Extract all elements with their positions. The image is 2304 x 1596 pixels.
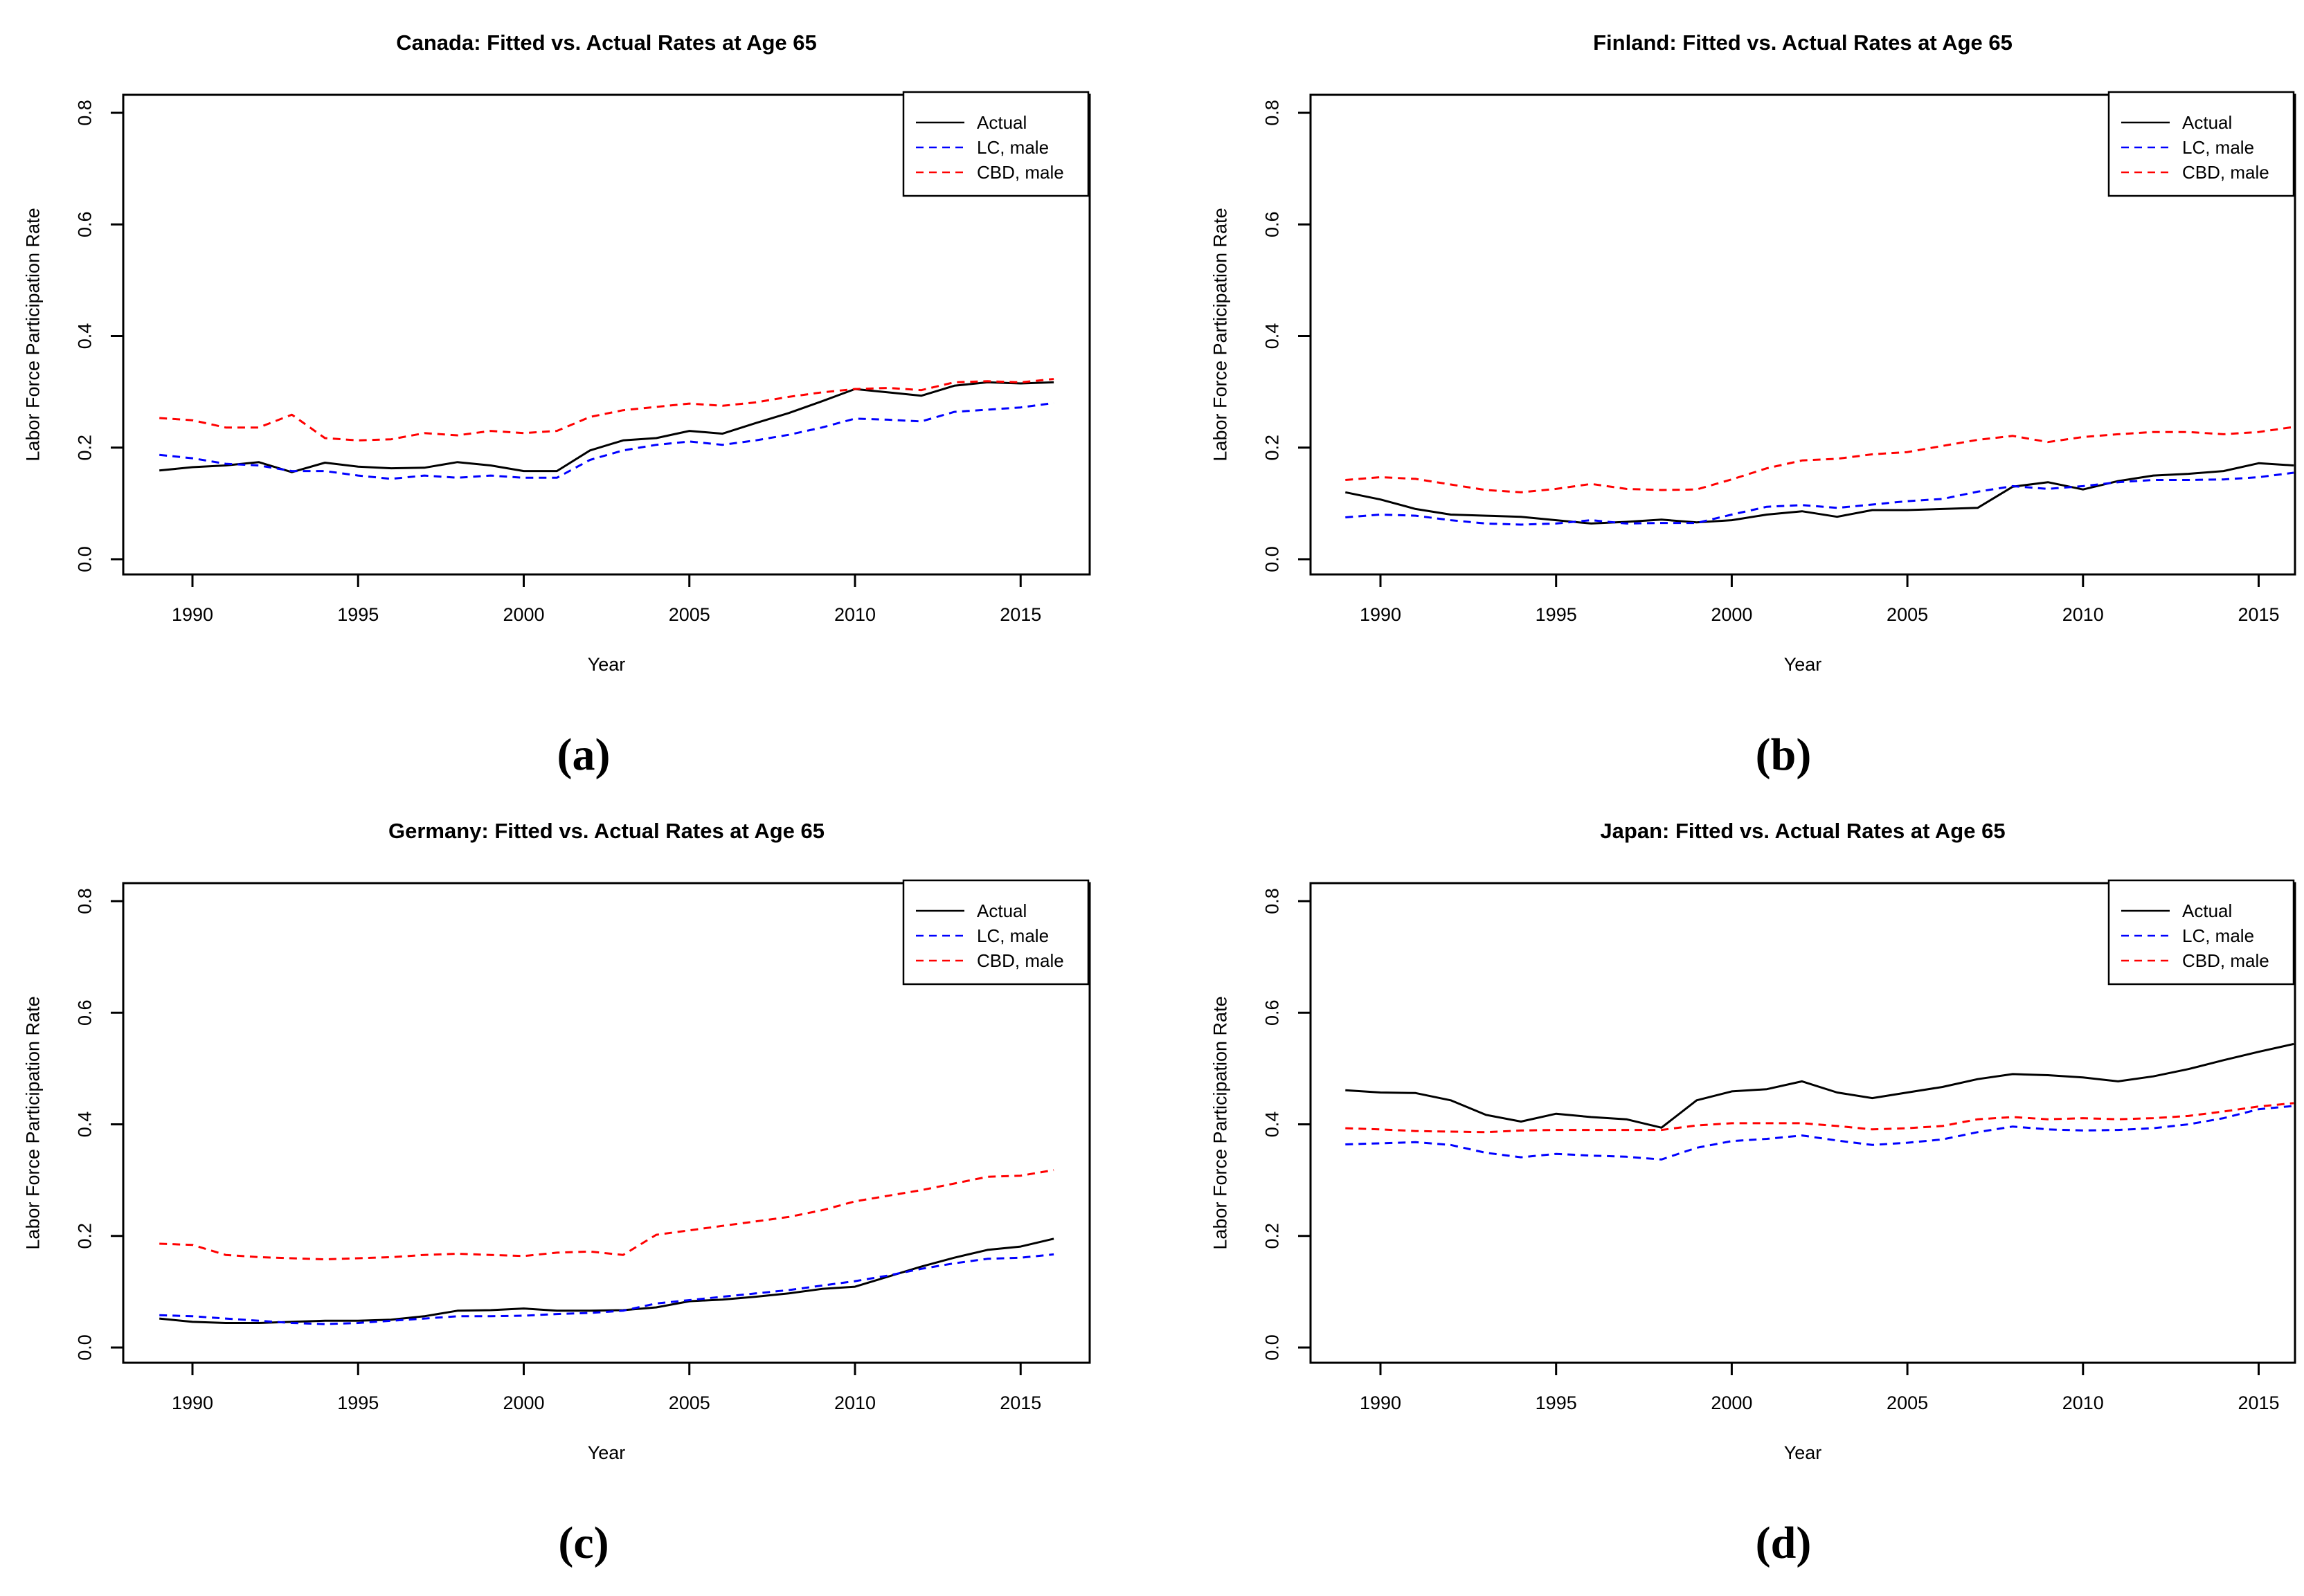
- japan-yaxis-title: Labor Force Participation Rate: [1209, 996, 1230, 1249]
- germany-yaxis-title: Labor Force Participation Rate: [22, 996, 43, 1249]
- finland-ytick-label: 0.4: [1261, 323, 1282, 350]
- canada-lc-male-line: [159, 401, 1054, 480]
- finland-ytick-label: 0.8: [1261, 100, 1282, 126]
- finland-ytick-label: 0.2: [1261, 435, 1282, 461]
- germany-actual-line: [159, 1237, 1054, 1324]
- japan-legend-label-lc: LC, male: [2182, 925, 2254, 946]
- canada-xtick-label: 2015: [1000, 604, 1041, 625]
- japan-ytick-label: 0.0: [1261, 1334, 1282, 1361]
- germany-lc-male-line: [159, 1253, 1054, 1325]
- panel-finland: Finland: Fitted vs. Actual Rates at Age …: [1209, 30, 2296, 780]
- germany-legend-box: [902, 879, 1090, 986]
- canada-legend-box: [902, 91, 1090, 197]
- finland-plot-box: [1309, 93, 2296, 576]
- canada-title: Canada: Fitted vs. Actual Rates at Age 6…: [396, 30, 817, 55]
- germany-cbd-male-line: [159, 1169, 1054, 1261]
- canada-ytick-label: 0.0: [74, 546, 95, 572]
- canada-yaxis-title: Labor Force Participation Rate: [22, 208, 43, 461]
- canada-legend-label-lc: LC, male: [977, 137, 1049, 158]
- germany-xtick-label: 1990: [172, 1393, 213, 1413]
- germany-title: Germany: Fitted vs. Actual Rates at Age …: [388, 819, 825, 843]
- japan-actual-line: [1345, 1042, 2294, 1129]
- canada-actual-line: [159, 381, 1054, 473]
- japan-xtick-label: 2010: [2062, 1393, 2104, 1413]
- canada-legend-label-cbd: CBD, male: [977, 162, 1064, 183]
- japan-xtick-label: 1995: [1536, 1393, 1577, 1413]
- canada-xtick-label: 1990: [172, 604, 213, 625]
- japan-plot-box: [1309, 882, 2296, 1364]
- canada-plot-box: [122, 93, 1091, 576]
- canada-xtick-label: 2005: [669, 604, 710, 625]
- japan-xtick-label: 2000: [1711, 1393, 1752, 1413]
- finland-lc-male-line: [1345, 471, 2294, 526]
- canada-xtick-label: 2010: [834, 604, 876, 625]
- canada-ytick-label: 0.8: [74, 100, 95, 126]
- finland-xtick-label: 2015: [2238, 604, 2279, 625]
- finland-cbd-male-line: [1345, 426, 2294, 493]
- panel-japan: Japan: Fitted vs. Actual Rates at Age 65…: [1209, 819, 2296, 1568]
- finland-legend-label-actual: Actual: [2182, 112, 2232, 133]
- japan-xaxis-title: Year: [1784, 1442, 1822, 1463]
- germany-panel-letter: (c): [558, 1518, 609, 1568]
- japan-legend-label-cbd: CBD, male: [2182, 950, 2269, 971]
- panel-canada: Canada: Fitted vs. Actual Rates at Age 6…: [22, 30, 1091, 780]
- germany-legend-label-lc: LC, male: [977, 925, 1049, 946]
- canada-legend-label-actual: Actual: [977, 112, 1027, 133]
- japan-xtick-label: 1990: [1360, 1393, 1401, 1413]
- canada-xtick-label: 2000: [503, 604, 544, 625]
- germany-legend-label-cbd: CBD, male: [977, 950, 1064, 971]
- panel-germany: Germany: Fitted vs. Actual Rates at Age …: [22, 819, 1091, 1568]
- germany-ytick-label: 0.8: [74, 888, 95, 914]
- germany-xtick-label: 1995: [337, 1393, 379, 1413]
- germany-xtick-label: 2005: [669, 1393, 710, 1413]
- canada-ytick-label: 0.6: [74, 211, 95, 237]
- japan-lc-male-line: [1345, 1105, 2294, 1161]
- finland-yaxis-title: Labor Force Participation Rate: [1209, 208, 1230, 461]
- germany-xtick-label: 2015: [1000, 1393, 1041, 1413]
- germany-legend-label-actual: Actual: [977, 900, 1027, 921]
- japan-ytick-label: 0.4: [1261, 1112, 1282, 1138]
- japan-xtick-label: 2005: [1887, 1393, 1928, 1413]
- japan-xtick-label: 2015: [2238, 1393, 2279, 1413]
- germany-ytick-label: 0.0: [74, 1334, 95, 1361]
- canada-panel-letter: (a): [557, 729, 611, 780]
- germany-ytick-label: 0.6: [74, 999, 95, 1026]
- canada-xtick-label: 1995: [337, 604, 379, 625]
- germany-xtick-label: 2010: [834, 1393, 876, 1413]
- germany-xtick-label: 2000: [503, 1393, 544, 1413]
- finland-ytick-label: 0.6: [1261, 211, 1282, 237]
- finland-xaxis-title: Year: [1784, 654, 1822, 675]
- finland-xtick-label: 1995: [1536, 604, 1577, 625]
- japan-cbd-male-line: [1345, 1102, 2294, 1134]
- germany-ytick-label: 0.2: [74, 1223, 95, 1249]
- japan-panel-letter: (d): [1756, 1518, 1812, 1568]
- japan-legend-label-actual: Actual: [2182, 900, 2232, 921]
- canada-ytick-label: 0.4: [74, 323, 95, 350]
- finland-ytick-label: 0.0: [1261, 546, 1282, 572]
- finland-xtick-label: 1990: [1360, 604, 1401, 625]
- canada-cbd-male-line: [159, 378, 1054, 442]
- finland-legend-label-cbd: CBD, male: [2182, 162, 2269, 183]
- germany-xaxis-title: Year: [588, 1442, 626, 1463]
- finland-actual-line: [1344, 462, 2294, 525]
- finland-xtick-label: 2000: [1711, 604, 1752, 625]
- germany-ytick-label: 0.4: [74, 1112, 95, 1138]
- finland-legend-box: [2107, 91, 2295, 197]
- canada-xaxis-title: Year: [588, 654, 626, 675]
- finland-title: Finland: Fitted vs. Actual Rates at Age …: [1593, 30, 2013, 55]
- japan-legend-box: [2107, 879, 2295, 986]
- finland-legend-label-lc: LC, male: [2182, 137, 2254, 158]
- canada-ytick-label: 0.2: [74, 435, 95, 461]
- finland-panel-letter: (b): [1756, 729, 1812, 780]
- japan-ytick-label: 0.2: [1261, 1223, 1282, 1249]
- japan-ytick-label: 0.8: [1261, 888, 1282, 914]
- finland-xtick-label: 2005: [1887, 604, 1928, 625]
- finland-xtick-label: 2010: [2062, 604, 2104, 625]
- germany-plot-box: [122, 882, 1091, 1364]
- japan-title: Japan: Fitted vs. Actual Rates at Age 65: [1600, 819, 2005, 843]
- japan-ytick-label: 0.6: [1261, 999, 1282, 1026]
